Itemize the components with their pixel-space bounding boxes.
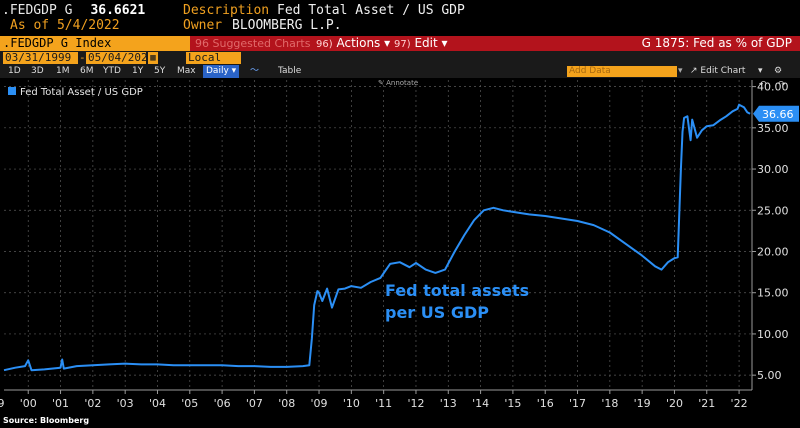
owner-value: BLOOMBERG L.P.	[232, 18, 342, 33]
period-5y[interactable]: 5Y	[154, 66, 166, 76]
gridlines	[4, 80, 753, 391]
source-note: Source: Bloomberg	[3, 416, 90, 425]
actions-menu[interactable]: 96) Actions ▾	[316, 36, 390, 52]
x-tick-label: '22	[731, 397, 748, 410]
chart-toolbar: 1D 3D 1M 6M YTD 1Y 5Y Max Daily ▾ 〜 Tabl…	[0, 65, 800, 78]
x-tick-label: '06	[214, 397, 231, 410]
edit-label: Edit	[414, 36, 438, 50]
x-tick-label: '19	[634, 397, 651, 410]
x-tick-label: '17	[569, 397, 586, 410]
start-date-input[interactable]: 03/31/1999	[3, 52, 78, 64]
x-tick-label: '01	[52, 397, 69, 410]
end-date-input[interactable]: 05/04/2022	[86, 51, 155, 64]
x-tick-label: '20	[666, 397, 683, 410]
period-1d[interactable]: 1D	[8, 66, 21, 76]
x-tick-label: '13	[440, 397, 457, 410]
period-max[interactable]: Max	[177, 66, 196, 76]
y-tick-label: 10.00	[757, 328, 789, 341]
as-of-date: As of 5/4/2022	[10, 18, 120, 33]
command-bar: .FEDGDP G Index 96 Suggested Charts 96) …	[0, 36, 800, 51]
y-tick-label: 5.00	[757, 369, 782, 382]
x-tick-label: '12	[407, 397, 424, 410]
suggested-charts-button[interactable]: 96 Suggested Charts	[195, 37, 311, 50]
chevron-down-icon: ▾	[384, 36, 391, 50]
annotate-button[interactable]: ✎ Annotate	[378, 79, 418, 87]
x-tick-label: '08	[278, 397, 295, 410]
period-ytd[interactable]: YTD	[103, 66, 121, 76]
frequency-select[interactable]: Daily ▾	[203, 65, 240, 78]
series-line	[3, 103, 751, 372]
header: .FEDGDP G 36.6621 As of 5/4/2022 Descript…	[0, 0, 800, 36]
actions-number: 96)	[316, 39, 333, 50]
x-tick-label: '07	[246, 397, 263, 410]
period-1m[interactable]: 1M	[56, 66, 70, 76]
x-axis: '99 '00 '01 '02 '03 '04 '05 '06 '07 '08 '09 '10 '11 '…	[0, 390, 748, 410]
settings-icon[interactable]: ⚙	[774, 66, 783, 76]
edit-chart-label: Edit Chart	[700, 66, 746, 76]
ticker-symbol[interactable]: .FEDGDP G	[2, 3, 73, 18]
x-tick-label: '16	[537, 397, 554, 410]
date-separator: -	[79, 51, 86, 64]
undo-icon[interactable]: ↶	[759, 80, 767, 90]
security-field[interactable]: .FEDGDP G Index	[0, 36, 190, 51]
y-tick-label: 25.00	[757, 204, 789, 217]
legend-swatch	[8, 87, 16, 95]
annotate-label: Annotate	[386, 79, 419, 87]
edit-number: 97)	[394, 39, 411, 50]
function-title: G 1875: Fed as % of GDP	[641, 36, 792, 50]
calendar-icon[interactable]: ▦	[148, 52, 158, 64]
x-tick-label: '03	[117, 397, 134, 410]
last-value-badge-shape	[753, 105, 799, 122]
x-tick-label: '04	[149, 397, 166, 410]
last-value-badge: 36.66	[753, 105, 799, 122]
last-value-badge-label: 36.66	[762, 108, 794, 121]
chevron-down-icon[interactable]: ▾	[758, 66, 763, 76]
chart-type-icon[interactable]: 〜	[250, 66, 260, 76]
description-value: Fed Total Asset / US GDP	[277, 3, 465, 18]
period-1y[interactable]: 1Y	[132, 66, 144, 76]
period-6m[interactable]: 6M	[80, 66, 94, 76]
x-tick-label: '18	[601, 397, 618, 410]
chart-annotation-line2: per US GDP	[385, 303, 489, 322]
y-tick-label: 40.00	[757, 81, 789, 94]
legend: Fed Total Asset / US GDP	[8, 87, 143, 98]
frequency-label: Daily	[206, 66, 229, 76]
redo-icon[interactable]: ↷	[778, 80, 786, 90]
x-tick-label: '00	[20, 397, 37, 410]
edit-menu[interactable]: 97) Edit ▾	[394, 36, 448, 52]
x-tick-label: '21	[698, 397, 715, 410]
last-value: 36.6621	[90, 3, 146, 18]
date-range-row: 03/31/1999 - 05/04/2022 ▦ Local CCY	[0, 51, 800, 76]
table-button[interactable]: Table	[278, 66, 302, 76]
chart-annotation-line1: Fed total assets	[385, 281, 529, 300]
y-tick-label: 15.00	[757, 287, 789, 300]
y-axis: 5.00 10.00 15.00 20.00 25.00 30.00 35.00 40.00	[752, 81, 789, 382]
x-tick-label: '02	[84, 397, 101, 410]
annotate-icon: ✎	[378, 79, 384, 87]
x-tick-label: '10	[343, 397, 360, 410]
x-tick-label: '09	[311, 397, 328, 410]
ticker-line: .FEDGDP G 36.6621	[2, 3, 145, 18]
y-tick-label: 35.00	[757, 122, 789, 135]
actions-label: Actions	[336, 36, 381, 50]
owner-label: Owner	[183, 18, 223, 33]
chart-settings-icon: ↗	[690, 66, 698, 76]
currency-select[interactable]: Local CCY	[186, 52, 241, 76]
chart-area[interactable]: 5.0010.0015.0020.0025.0030.0035.0040.00 …	[0, 78, 800, 416]
add-data-input[interactable]: Add Data	[567, 66, 677, 77]
period-3d[interactable]: 3D	[31, 66, 44, 76]
dropdown-arrow-icon[interactable]: ▾	[678, 66, 683, 76]
edit-chart-button[interactable]: ↗ Edit Chart	[690, 65, 745, 78]
y-tick-label: 20.00	[757, 245, 789, 258]
x-tick-label: '05	[181, 397, 198, 410]
y-tick-label: 30.00	[757, 163, 789, 176]
x-tick-label: '14	[472, 397, 489, 410]
legend-label: Fed Total Asset / US GDP	[20, 87, 143, 98]
x-tick-label: '99	[0, 397, 4, 410]
x-tick-label: '15	[504, 397, 521, 410]
description-label: Description	[183, 3, 270, 18]
x-tick-label: '11	[375, 397, 392, 410]
chevron-down-icon: ▾	[441, 36, 448, 50]
